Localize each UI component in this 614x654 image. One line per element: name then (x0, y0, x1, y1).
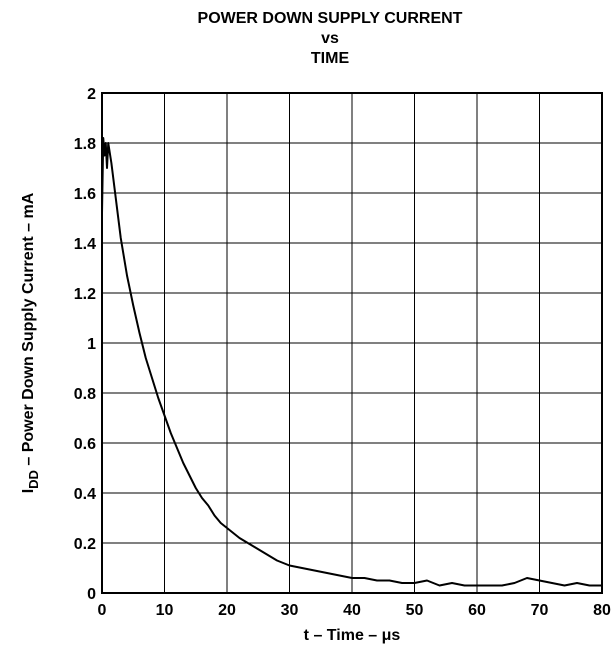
plot-frame (101, 92, 603, 594)
y-tick-label: 1.6 (74, 186, 96, 203)
chart-title-line-2: vs (321, 30, 339, 47)
series-group (101, 137, 602, 587)
x-tick-label: 20 (218, 602, 236, 619)
y-tick-label: 0.2 (74, 536, 96, 553)
x-tick-label: 70 (531, 602, 549, 619)
y-tick-label: 1 (87, 336, 96, 353)
y-tick-label: 1.4 (74, 236, 96, 253)
y-tick-labels: 0 0.2 0.4 0.6 0.8 1 1.2 1.4 1.6 1.8 2 (74, 86, 96, 603)
x-tick-label: 60 (468, 602, 486, 619)
x-axis-label: t – Time – μs (304, 627, 401, 644)
x-tick-labels: 0 10 20 30 40 50 60 70 80 (98, 602, 611, 619)
y-tick-label: 1.8 (74, 136, 96, 153)
y-tick-label: 0.4 (74, 486, 96, 503)
x-tick-label: 40 (343, 602, 361, 619)
y-tick-label: 1.2 (74, 286, 96, 303)
series-line (101, 137, 602, 587)
chart-title-line-3: TIME (311, 50, 350, 67)
x-tick-label: 50 (406, 602, 424, 619)
y-axis-label-rest: – Power Down Supply Current – mA (20, 192, 37, 470)
y-axis-label: IDD – Power Down Supply Current – mA (20, 192, 41, 493)
chart-title-line-1: POWER DOWN SUPPLY CURRENT (198, 10, 463, 27)
grid (101, 92, 603, 594)
y-tick-label: 0.8 (74, 386, 96, 403)
x-tick-label: 80 (593, 602, 611, 619)
x-tick-label: 30 (281, 602, 299, 619)
y-axis-label-prefix: I (20, 489, 37, 493)
y-tick-label: 0 (87, 586, 96, 603)
y-axis-label-subscript: DD (26, 470, 41, 489)
x-tick-label: 10 (156, 602, 174, 619)
y-tick-label: 0.6 (74, 436, 96, 453)
x-tick-label: 0 (98, 602, 107, 619)
y-tick-label: 2 (87, 86, 96, 103)
